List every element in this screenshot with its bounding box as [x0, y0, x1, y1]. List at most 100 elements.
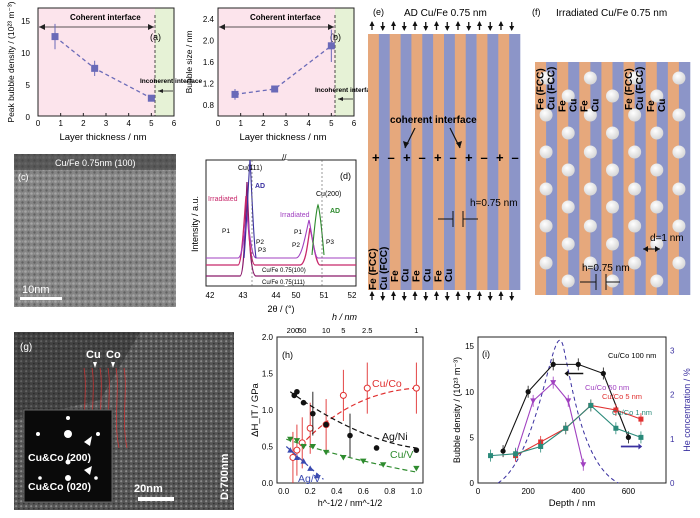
- layer-stripe: [667, 62, 680, 295]
- layer-stripe: [568, 62, 580, 295]
- arrow-head: [369, 21, 375, 26]
- data-point: [613, 425, 619, 431]
- layer-stripe: [422, 34, 434, 290]
- data-point: [488, 453, 494, 459]
- data-point: [530, 398, 537, 404]
- data-point: [322, 449, 330, 456]
- he-bubble: [606, 89, 619, 103]
- series-line: [515, 381, 584, 465]
- he-bubble: [539, 219, 553, 233]
- layer-stripe: [444, 34, 456, 290]
- panel-letter: (g): [20, 342, 32, 353]
- he-bubble: [650, 274, 664, 288]
- incoherent-region: [155, 8, 174, 116]
- data-point: [300, 399, 307, 406]
- layer-stripe: [498, 34, 510, 290]
- ad-label: AD: [255, 183, 265, 190]
- he-bubble: [628, 108, 642, 122]
- he-bubble: [672, 71, 686, 85]
- y-tick: 0: [470, 479, 475, 488]
- x-tick: 50: [292, 291, 301, 300]
- y-tick: 1.5: [262, 370, 274, 379]
- arrow-head: [369, 291, 375, 296]
- irradiated-label: Irradiated: [280, 212, 310, 219]
- charge-sign: +: [434, 150, 442, 165]
- data-point: [563, 425, 569, 431]
- he-bubble: [539, 145, 553, 159]
- data-point: [51, 33, 59, 41]
- depth-label: D:700nm: [219, 453, 231, 500]
- data-point: [293, 446, 301, 454]
- schematic-title: AD Cu/Fe 0.75 nm: [404, 8, 487, 19]
- series-label: Cu/Co 5 nm: [602, 392, 642, 401]
- x-tick: 42: [206, 291, 215, 300]
- y-tick: 1.2: [203, 80, 215, 89]
- series-label: Ag/Ni: [382, 431, 408, 443]
- layer-stripe: [368, 34, 380, 290]
- cu-label: Cu: [86, 349, 101, 361]
- series-label: Cu/Co 1 nm: [612, 408, 652, 417]
- layer-label: Cu: [422, 269, 433, 282]
- data-point: [287, 447, 294, 453]
- data-point: [500, 448, 506, 454]
- diffraction-label: Cu&Co (200): [28, 452, 91, 464]
- charge-sign: –: [388, 150, 395, 165]
- he-bubble: [561, 126, 575, 140]
- series-label: Cu/Co: [372, 378, 402, 390]
- arrow-head: [433, 21, 439, 26]
- arrow-head: [433, 291, 439, 296]
- arrow-head: [380, 296, 386, 301]
- charge-sign: –: [419, 150, 426, 165]
- he-bubble: [606, 200, 619, 214]
- y-tick: 0.5: [262, 443, 274, 452]
- top-tick: 2.5: [362, 326, 372, 335]
- data-point: [327, 42, 335, 50]
- he-bubble: [561, 237, 575, 251]
- arrow-head: [638, 443, 643, 450]
- arrow-head: [380, 26, 386, 31]
- arrow-head: [509, 26, 515, 31]
- peak-label: P2: [256, 239, 264, 246]
- arrow-head: [498, 291, 504, 296]
- data-point: [300, 458, 307, 464]
- data-point: [413, 465, 420, 472]
- x-axis-label: 2θ / (°): [267, 304, 294, 314]
- layer-stripe: [378, 34, 391, 290]
- x-tick: 51: [320, 291, 329, 300]
- arrow-head: [509, 296, 515, 301]
- top-tick: 50: [298, 326, 306, 335]
- x-tick: 1: [238, 119, 243, 128]
- x-tick: 0.8: [384, 487, 396, 496]
- diffraction-spot: [66, 416, 70, 420]
- x-tick: 2: [81, 119, 86, 128]
- layer-label: Cu (FCC): [379, 247, 390, 290]
- h-label: h=0.75 nm: [582, 263, 630, 274]
- layer-label: Fe: [390, 270, 401, 282]
- x-tick: 3: [104, 119, 109, 128]
- charge-sign: +: [403, 150, 411, 165]
- arrow-head: [466, 296, 472, 301]
- arrow-head: [564, 370, 569, 377]
- he-bubble: [628, 219, 642, 233]
- data-point: [147, 94, 155, 102]
- he-bubble: [628, 256, 642, 270]
- x-tick: 0: [476, 487, 481, 496]
- top-tick: 5: [341, 326, 345, 335]
- he-bubble: [539, 108, 553, 122]
- d-label: d=1 nm: [650, 233, 684, 244]
- layer-stripe: [509, 34, 521, 290]
- layer-stripe: [476, 34, 488, 290]
- diffraction-spot: [65, 475, 71, 481]
- schematic-title: Irradiated Cu/Fe 0.75 nm: [556, 8, 667, 19]
- layer-stripe: [546, 62, 558, 295]
- data-point: [300, 444, 307, 450]
- panel-letter: (c): [18, 172, 29, 182]
- layer-stripe: [623, 62, 635, 295]
- charge-sign: +: [372, 150, 380, 165]
- peak-label: P3: [326, 239, 334, 246]
- y-tick-right: 3: [670, 346, 675, 355]
- x-tick: 400: [572, 487, 586, 496]
- charge-sign: +: [496, 150, 504, 165]
- panel-b: Coherent interface Incoherent interface …: [184, 7, 378, 143]
- layer-stripe: [389, 34, 401, 290]
